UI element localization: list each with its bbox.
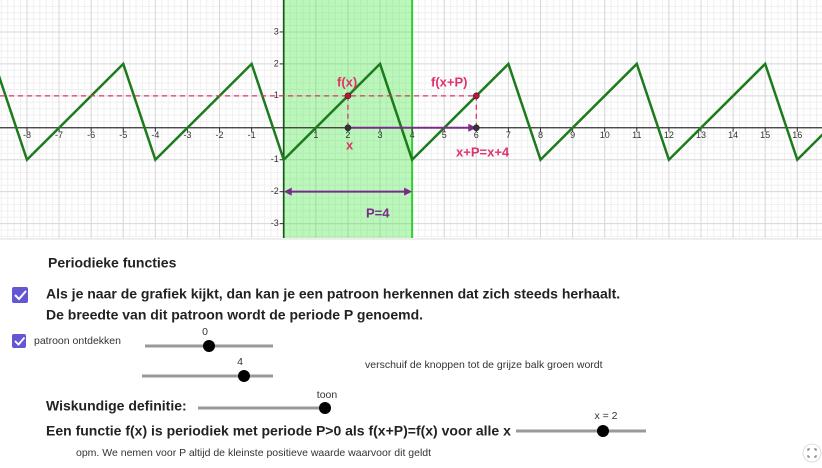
x-tick-label: 14 bbox=[728, 130, 738, 140]
x-tick-label: 16 bbox=[792, 130, 802, 140]
x-tick-label: 5 bbox=[442, 130, 447, 140]
period-arrow-head bbox=[404, 187, 413, 196]
checkbox-label: patroon ontdekken bbox=[34, 335, 121, 347]
x-tick-label: -4 bbox=[151, 130, 159, 140]
panel-title: Periodieke functies bbox=[48, 255, 177, 271]
x-tick-label: -7 bbox=[55, 130, 63, 140]
point bbox=[473, 92, 480, 100]
x-tick-label: 7 bbox=[506, 130, 511, 140]
x-tick-label: 2 bbox=[345, 130, 350, 140]
x-tick-label: 15 bbox=[760, 130, 770, 140]
y-tick-label: 2 bbox=[274, 58, 279, 68]
x-tick-label: -2 bbox=[216, 130, 224, 140]
label-fxp: f(x+P) bbox=[431, 74, 467, 89]
x-tick-label: 8 bbox=[538, 130, 543, 140]
hint: verschuif de knoppen tot de grijze balk … bbox=[365, 359, 603, 371]
slider3[interactable] bbox=[198, 402, 331, 414]
x-tick-label: -1 bbox=[248, 130, 256, 140]
label-xp: x+P=x+4 bbox=[456, 144, 510, 159]
graph: -8 -7 -6 -5 -4 -3 -2 -1 1 2 3 4 5 6 7 8 9 10 11 12 13 14 15 16-… bbox=[0, 0, 822, 238]
slider4-value: x = 2 bbox=[594, 410, 617, 422]
x-tick-label: 9 bbox=[570, 130, 575, 140]
x-tick-label: -6 bbox=[87, 130, 95, 140]
note: opm. We nemen voor P altijd de kleinste … bbox=[76, 447, 431, 459]
slider2[interactable] bbox=[142, 370, 273, 382]
checkbox-pattern[interactable] bbox=[12, 334, 26, 348]
x-tick-label: 3 bbox=[378, 130, 383, 140]
y-tick-label: -1 bbox=[271, 154, 279, 164]
y-tick-label: -2 bbox=[271, 186, 279, 196]
period-band bbox=[283, 0, 413, 238]
period-arrow-tail bbox=[283, 187, 292, 196]
slider2-value: 4 bbox=[237, 356, 243, 368]
x-tick-label: 12 bbox=[664, 130, 674, 140]
point bbox=[473, 124, 480, 132]
slider4[interactable] bbox=[516, 425, 646, 437]
point bbox=[344, 124, 352, 132]
label-p: P=4 bbox=[366, 205, 390, 220]
x-tick-label: 6 bbox=[474, 130, 479, 140]
text-line2: De breedte van dit patroon wordt de peri… bbox=[46, 307, 423, 323]
fullscreen-button[interactable] bbox=[802, 443, 822, 463]
label-x: x bbox=[346, 137, 354, 152]
label-fx: f(x) bbox=[337, 74, 357, 89]
x-tick-label: 1 bbox=[313, 130, 318, 140]
slider1-value: 0 bbox=[202, 326, 208, 338]
function-curve bbox=[0, 61, 822, 163]
definition: Wiskundige definitie: bbox=[46, 398, 187, 414]
slider1[interactable] bbox=[145, 340, 273, 352]
x-tick-label: 11 bbox=[632, 130, 641, 140]
x-tick-label: 10 bbox=[600, 130, 610, 140]
graph-labels: f(x) f(x+P) x x+P=x+4 P=4 bbox=[337, 74, 510, 220]
y-tick-label: 3 bbox=[274, 26, 279, 36]
x-tick-label: 13 bbox=[696, 130, 706, 140]
y-tick-label: -3 bbox=[271, 218, 279, 228]
checkbox-main[interactable] bbox=[12, 287, 28, 303]
statement: Een functie f(x) is periodiek met period… bbox=[46, 423, 511, 439]
x-tick-label: -5 bbox=[119, 130, 127, 140]
slider3-value: toon bbox=[317, 389, 338, 401]
shift-arrow-head bbox=[468, 123, 477, 132]
x-tick-label: 4 bbox=[410, 130, 415, 140]
point bbox=[344, 92, 352, 100]
x-tick-label: -3 bbox=[183, 130, 191, 140]
y-tick-label: 1 bbox=[274, 90, 279, 100]
x-tick-label: -8 bbox=[23, 130, 31, 140]
text-line1: Als je naar de grafiek kijkt, dan kan je… bbox=[46, 286, 620, 302]
